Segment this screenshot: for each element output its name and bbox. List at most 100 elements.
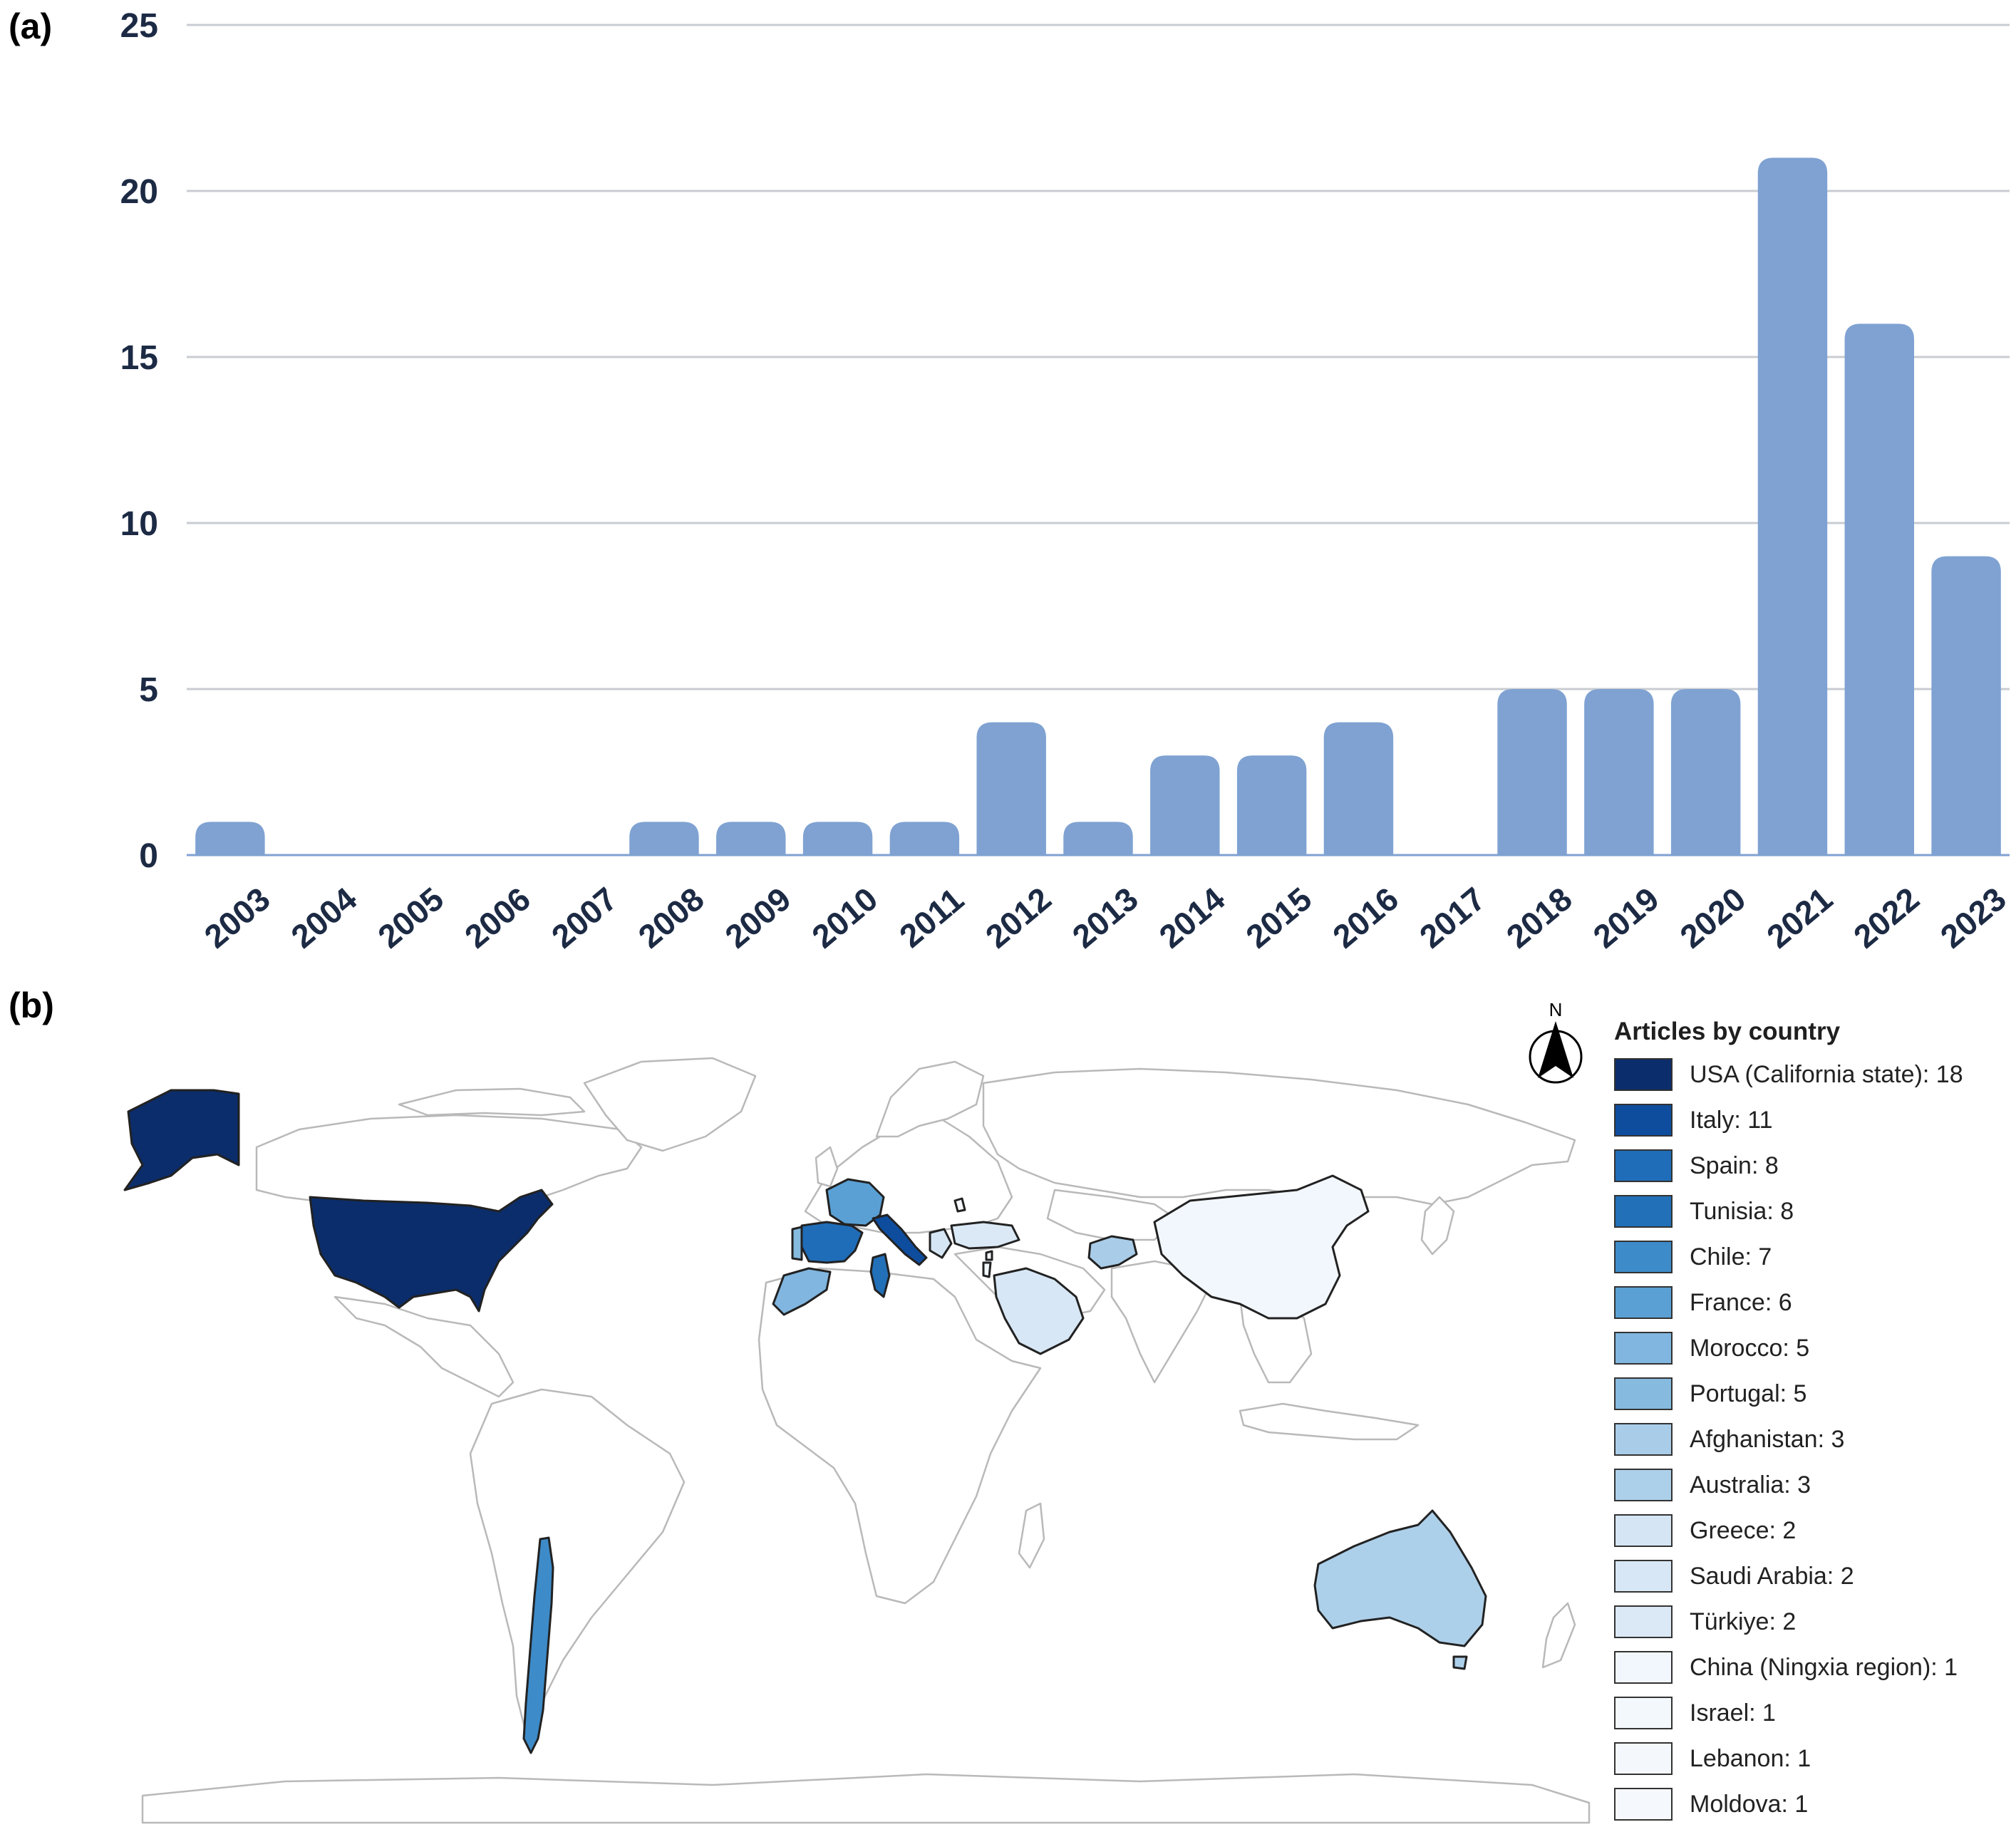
legend-swatch [1614,1104,1673,1137]
south-america-shape [469,1388,686,1740]
legend-swatch [1614,1514,1673,1547]
uk-shape [815,1146,839,1188]
bar-2023 [1931,556,2001,855]
x-tick-label: 2023 [1933,880,2013,956]
legend-item: Morocco: 5 [1614,1325,2013,1371]
legend-label: Afghanistan: 3 [1690,1425,1845,1453]
y-axis-ticks: 0 5 10 15 20 25 [120,7,158,875]
x-tick-label: 2006 [458,880,537,956]
legend-label: Greece: 2 [1690,1516,1797,1544]
legend-swatch [1614,1469,1673,1501]
africa-shape [758,1267,1042,1605]
x-tick-label: 2008 [631,880,711,956]
bar-2015 [1236,755,1307,855]
bar-2020 [1670,689,1741,855]
legend-title: Articles by country [1614,1018,1841,1045]
legend-label: Australia: 3 [1690,1471,1811,1499]
legend-item: China (Ningxia region): 1 [1614,1645,2013,1690]
bar-2013 [1063,822,1133,855]
turkiye-shape [950,1221,1020,1250]
legend-label: Türkiye: 2 [1690,1608,1797,1635]
legend-item: USA (California state): 18 [1614,1052,2013,1097]
bar-2021 [1757,157,1828,855]
legend-swatch [1614,1149,1673,1182]
usa-shape [309,1189,554,1313]
legend-item: Italy: 11 [1614,1097,2013,1143]
legend-item: Moldova: 1 [1614,1781,2013,1827]
legend-swatch [1614,1332,1673,1365]
arctic-islands-shape [398,1087,586,1117]
x-tick-label: 2022 [1846,880,1926,956]
legend-label: Chile: 7 [1690,1243,1772,1270]
y-tick-label: 0 [139,837,158,875]
legend-label: Israel: 1 [1690,1699,1776,1727]
legend-label: USA (California state): 18 [1690,1060,1963,1088]
antarctica-shape [141,1773,1591,1824]
x-tick-label: 2010 [805,880,884,956]
x-tick-label: 2007 [544,880,624,956]
legend-swatch [1614,1697,1673,1729]
x-tick-label: 2005 [371,880,450,956]
mexico-shape [334,1295,515,1398]
bar-2016 [1323,722,1394,855]
x-tick-label: 2004 [284,880,364,956]
bar-2008 [629,822,699,855]
morocco-shape [772,1267,832,1316]
bar-2003 [195,822,265,855]
x-tick-label: 2018 [1499,880,1579,956]
north-arrow-icon: N [1529,999,1583,1084]
israel-shape [982,1261,992,1278]
y-tick-label: 15 [120,339,158,377]
legend-label: France: 6 [1690,1288,1792,1316]
x-tick-label: 2013 [1065,880,1145,956]
legend-label: China (Ningxia region): 1 [1690,1653,1958,1681]
x-tick-label: 2019 [1586,880,1666,956]
legend-label: Saudi Arabia: 2 [1690,1562,1854,1590]
legend-swatch [1614,1286,1673,1319]
x-tick-label: 2020 [1673,880,1752,956]
legend-label: Tunisia: 8 [1690,1197,1794,1225]
legend-label: Italy: 11 [1690,1106,1773,1134]
legend-item: France: 6 [1614,1280,2013,1325]
y-tick-label: 25 [120,7,158,45]
legend-swatch [1614,1742,1673,1775]
france-shape [825,1178,885,1227]
new-zealand-shape [1541,1602,1576,1669]
bar-2011 [889,822,960,855]
madagascar-shape [1018,1502,1045,1569]
map-legend: Articles by country USA (California stat… [1614,1012,2013,1827]
x-tick-label: 2021 [1759,880,1839,956]
moldova-shape [953,1197,966,1213]
legend-item: Afghanistan: 3 [1614,1417,2013,1462]
legend-swatch [1614,1605,1673,1638]
greenland-shape [583,1057,757,1152]
afghanistan-shape [1087,1235,1138,1270]
bar-2022 [1844,324,1915,855]
scandinavia-shape [875,1060,985,1138]
y-tick-label: 20 [120,173,158,211]
legend-item: Tunisia: 8 [1614,1189,2013,1234]
x-tick-label: 2015 [1239,880,1318,956]
world-map [123,1057,1591,1824]
portugal-shape [791,1226,803,1261]
x-tick-label: 2012 [978,880,1058,956]
spain-shape [800,1221,864,1264]
legend-item: Spain: 8 [1614,1143,2013,1189]
x-tick-label: 2016 [1325,880,1405,956]
legend-swatch [1614,1651,1673,1684]
x-tick-label: 2003 [197,880,277,956]
tunisia-shape [869,1253,891,1298]
alaska-shape [123,1089,240,1191]
japan-shape [1420,1196,1455,1256]
tasmania-shape [1452,1655,1468,1670]
bar-2012 [976,722,1046,855]
legend-label: Portugal: 5 [1690,1380,1807,1407]
bar-2019 [1584,689,1654,855]
bar-2014 [1150,755,1220,855]
legend-item: Portugal: 5 [1614,1371,2013,1417]
saudi-arabia-shape [993,1267,1085,1355]
bar-2010 [802,822,873,855]
legend-item: Lebanon: 1 [1614,1736,2013,1781]
legend-swatch [1614,1560,1673,1593]
